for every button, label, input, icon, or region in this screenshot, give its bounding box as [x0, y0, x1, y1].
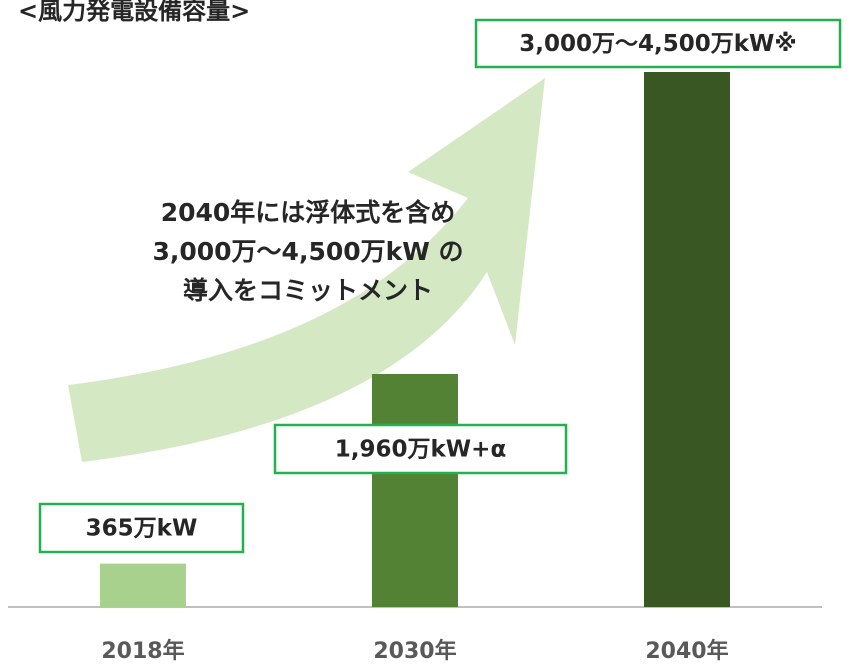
trend-arrow: [68, 78, 545, 462]
bar: [100, 563, 186, 607]
label-box: [38, 502, 245, 554]
x-tick-label: 2018年: [101, 638, 184, 664]
annotation: 3,000万～4,500万kW の: [152, 237, 463, 266]
annotation: 導入をコミットメント: [183, 276, 433, 305]
bar: [372, 373, 458, 607]
data-label: 3,000万～4,500万kW※: [519, 31, 797, 57]
label-box: [273, 423, 568, 475]
annotation: 2040年には浮体式を含め: [161, 198, 456, 227]
data-label: 365万kW: [86, 516, 198, 542]
x-tick-label: 2040年: [645, 638, 728, 664]
chart-title: <風力発電設備容量>: [18, 0, 250, 25]
x-tick-label: 2030年: [373, 638, 456, 664]
data-label: 1,960万kW+α: [335, 437, 507, 463]
label-box: [474, 18, 842, 69]
bar: [644, 72, 730, 607]
